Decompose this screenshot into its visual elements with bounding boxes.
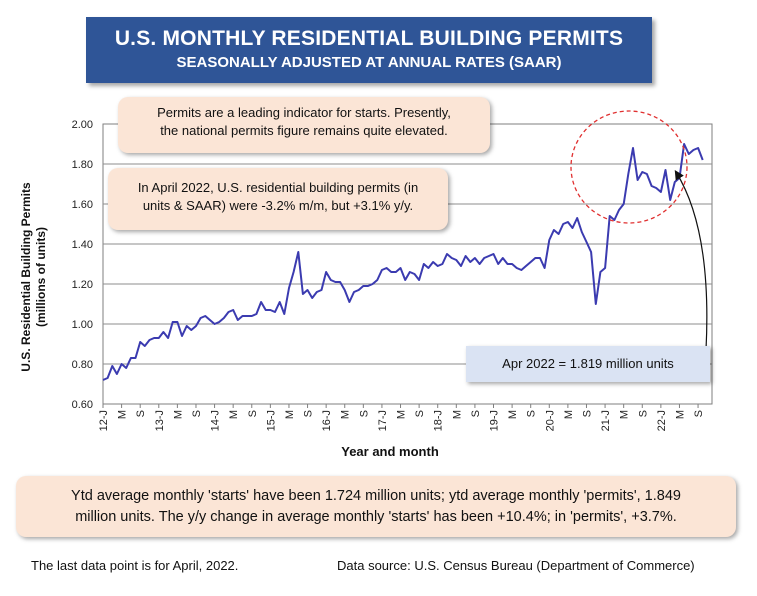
y-tick-label: 0.80 — [72, 359, 93, 371]
y-tick-label: 1.60 — [72, 199, 93, 211]
x-tick-label: M — [619, 410, 631, 419]
y-axis-label: U.S. Residential Building Permits (milli… — [19, 157, 49, 397]
x-tick-label: M — [284, 410, 296, 419]
chart-title: U.S. MONTHLY RESIDENTIAL BUILDING PERMIT… — [114, 27, 624, 50]
x-tick-label: 20-J — [544, 410, 556, 431]
x-tick-label: 12-J — [98, 410, 110, 431]
indicator-callout-line2: the national permits figure remains quit… — [160, 123, 448, 138]
chart-title-banner: U.S. MONTHLY RESIDENTIAL BUILDING PERMIT… — [86, 17, 652, 83]
x-tick-label: S — [303, 410, 315, 417]
x-tick-label: 14-J — [210, 410, 222, 431]
x-tick-label: 21-J — [600, 410, 612, 431]
x-tick-label: S — [581, 410, 593, 417]
indicator-callout-line1: Permits are a leading indicator for star… — [157, 105, 451, 120]
chart-subtitle: SEASONALLY ADJUSTED AT ANNUAL RATES (SAA… — [176, 54, 562, 71]
x-tick-label: 19-J — [489, 410, 501, 431]
april-callout: In April 2022, U.S. residential building… — [108, 168, 448, 230]
x-tick-label: S — [358, 410, 370, 417]
x-tick-label: S — [526, 410, 538, 417]
x-tick-label: M — [172, 410, 184, 419]
x-tick-label: 13-J — [154, 410, 166, 431]
x-tick-label: M — [117, 410, 129, 419]
x-tick-label: M — [507, 410, 519, 419]
permits-series-line — [102, 143, 704, 381]
x-tick-label: 18-J — [433, 410, 445, 431]
x-tick-label: M — [396, 410, 408, 419]
x-tick-label: S — [414, 410, 426, 417]
x-tick-label: S — [637, 410, 649, 417]
x-tick-label: S — [247, 410, 259, 417]
y-axis-label-line1: U.S. Residential Building Permits — [19, 182, 33, 372]
x-tick-label: S — [191, 410, 203, 417]
april-callout-line1: In April 2022, U.S. residential building… — [137, 180, 419, 195]
x-tick-label: M — [451, 410, 463, 419]
x-tick-label: S — [693, 410, 705, 417]
x-tick-label: 15-J — [265, 410, 277, 431]
y-tick-label: 1.20 — [72, 279, 93, 291]
y-tick-label: 1.00 — [72, 319, 93, 331]
x-tick-label: S — [470, 410, 482, 417]
data-source-note: Data source: U.S. Census Bureau (Departm… — [337, 558, 695, 573]
x-tick-label: M — [563, 410, 575, 419]
x-tick-label: M — [228, 410, 240, 419]
x-tick-label: M — [340, 410, 352, 419]
y-tick-label: 1.80 — [72, 159, 93, 171]
latest-value-arrow — [674, 169, 708, 351]
summary-callout: Ytd average monthly 'starts' have been 1… — [16, 476, 736, 537]
summary-line1: Ytd average monthly 'starts' have been 1… — [71, 488, 681, 504]
recent-highlight-circle — [570, 110, 688, 224]
y-tick-label: 0.60 — [72, 399, 93, 411]
x-tick-label: S — [135, 410, 147, 417]
y-tick-label: 2.00 — [72, 119, 93, 131]
x-axis-label: Year and month — [341, 444, 439, 459]
summary-line2: million units. The y/y change in average… — [75, 509, 677, 525]
y-axis-label-line2: (millions of units) — [34, 227, 48, 327]
x-tick-label: 22-J — [656, 410, 668, 431]
y-tick-label: 1.40 — [72, 239, 93, 251]
x-tick-label: M — [674, 410, 686, 419]
last-data-point-note: The last data point is for April, 2022. — [31, 558, 239, 573]
indicator-callout: Permits are a leading indicator for star… — [118, 97, 490, 153]
x-tick-label: 17-J — [377, 410, 389, 431]
april-callout-line2: units & SAAR) were -3.2% m/m, but +3.1% … — [142, 198, 414, 213]
latest-value-label: Apr 2022 = 1.819 million units — [466, 346, 710, 382]
x-tick-label: 16-J — [321, 410, 333, 431]
